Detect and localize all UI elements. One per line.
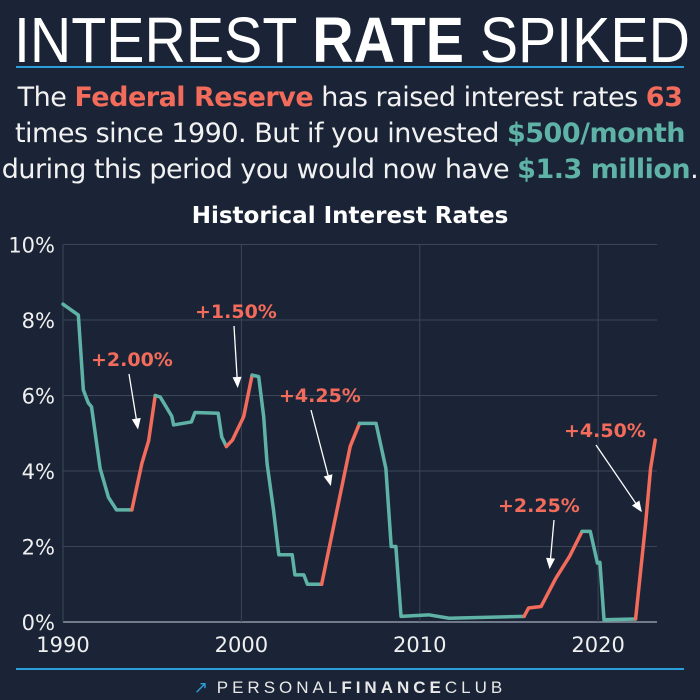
federal-reserve-highlight: Federal Reserve bbox=[74, 82, 314, 113]
axis-ticks: 0% 2% 4% 6% 8% 10% 1990 2000 2010 2020 bbox=[8, 234, 625, 658]
annotations: +2.00% +1.50% +4.25% +2.25% +4.50% bbox=[91, 301, 646, 570]
annotation-arrow bbox=[128, 373, 139, 428]
arrowhead-icon bbox=[631, 500, 642, 513]
chart-title: Historical Interest Rates bbox=[191, 203, 509, 229]
intro-text: . bbox=[690, 154, 699, 185]
arrowhead-icon bbox=[546, 557, 556, 570]
brand-logo: ↗ PERSONALFINANCECLUB bbox=[0, 678, 700, 698]
arrowhead-icon bbox=[131, 417, 141, 430]
rate-hold-segment bbox=[153, 393, 229, 449]
annotation-arrows bbox=[128, 325, 642, 570]
logo-text: PERSONAL bbox=[216, 678, 342, 697]
arrowhead-icon bbox=[232, 376, 242, 388]
hike-count: 63 bbox=[645, 82, 683, 113]
annotation-label: +2.00% bbox=[91, 349, 173, 371]
title-light-1: INTEREST bbox=[14, 4, 312, 76]
rate-hold-segment bbox=[357, 421, 526, 620]
rate-hike-segment bbox=[130, 393, 157, 512]
annotation-hike-2016: +2.25% bbox=[498, 495, 580, 517]
x-tick-label: 2020 bbox=[571, 633, 624, 657]
annotation-hike-1999: +1.50% bbox=[195, 301, 277, 323]
rate-line bbox=[61, 302, 657, 622]
rate-hold-segment bbox=[250, 373, 324, 586]
x-tick-label: 2010 bbox=[393, 633, 446, 657]
title-light-2: SPIKED bbox=[464, 4, 690, 76]
annotation-label: +4.25% bbox=[279, 385, 361, 407]
y-tick-label: 10% bbox=[8, 234, 55, 258]
annotation-arrow bbox=[310, 409, 331, 485]
total-value: $1.3 million bbox=[517, 154, 691, 185]
page-title: INTEREST RATE SPIKED bbox=[14, 4, 690, 76]
x-tick-label: 2000 bbox=[215, 633, 268, 657]
intro-text: has raised interest rates bbox=[313, 82, 646, 113]
y-tick-label: 8% bbox=[22, 309, 55, 333]
chart-logo-icon: ↗ bbox=[193, 678, 208, 697]
annotation-label: +4.50% bbox=[564, 420, 646, 442]
logo-text-bold: FINANCE bbox=[341, 678, 445, 697]
rate-hold-segment bbox=[61, 302, 134, 512]
chart-grid bbox=[62, 244, 657, 623]
rate-hike-segment bbox=[633, 438, 657, 621]
title-bold: RATE bbox=[312, 4, 464, 76]
monthly-investment: $500/month bbox=[506, 118, 686, 149]
annotation-label: +1.50% bbox=[195, 301, 277, 323]
rate-hike-segment bbox=[319, 421, 362, 586]
y-tick-label: 0% bbox=[22, 611, 55, 635]
intro-text: The bbox=[17, 82, 75, 113]
y-tick-label: 4% bbox=[22, 460, 55, 484]
annotation-hike-2022: +4.50% bbox=[564, 420, 646, 442]
rate-hold-segment bbox=[580, 529, 638, 622]
rate-hike-segment bbox=[522, 529, 584, 619]
rate-hike-segment bbox=[224, 373, 254, 449]
arrowhead-icon bbox=[323, 474, 333, 487]
intro-paragraph: The Federal Reserve has raised interest … bbox=[0, 80, 700, 188]
annotation-label: +2.25% bbox=[498, 495, 580, 517]
annotation-hike-1994: +2.00% bbox=[91, 349, 173, 371]
intro-text: times since 1990. But if you invested bbox=[14, 118, 507, 149]
annotation-hike-2004: +4.25% bbox=[279, 385, 361, 407]
y-tick-label: 6% bbox=[22, 385, 55, 409]
logo-text: CLUB bbox=[444, 678, 507, 697]
x-tick-label: 1990 bbox=[36, 633, 89, 657]
y-tick-label: 2% bbox=[22, 536, 55, 560]
annotation-arrow bbox=[595, 444, 642, 511]
intro-text: during this period you would now have bbox=[1, 154, 518, 185]
annotation-arrow bbox=[233, 325, 239, 386]
